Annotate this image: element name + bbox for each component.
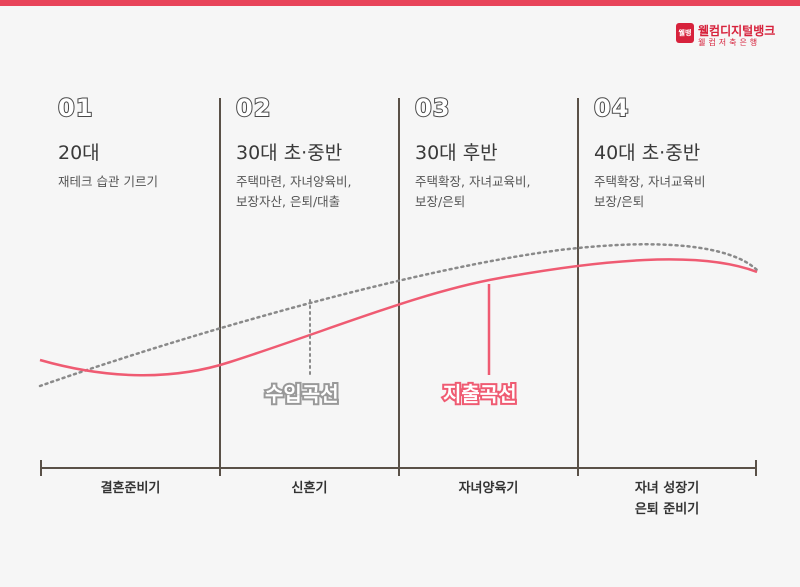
stage-2-desc: 주택마련, 자녀양육비, 보장자산, 은퇴/대출 xyxy=(236,174,352,209)
phase-1-label: 결혼준비기 xyxy=(100,481,161,496)
stage-3-desc: 주택확장, 자녀교육비, 보장/은퇴 xyxy=(415,174,531,209)
income-curve xyxy=(38,243,759,388)
brand-badge-icon: 웰뱅 xyxy=(676,23,694,43)
phase-3-label: 자녀양육기 xyxy=(458,481,519,496)
stage-1-number: 01 xyxy=(57,93,94,123)
stage-2-number: 02 xyxy=(235,93,272,123)
phase-4-label: 자녀 성장기 은퇴 준비기 xyxy=(634,481,700,517)
top-accent-bar xyxy=(0,0,800,6)
expense-curve-label: 지출곡선 xyxy=(441,380,519,408)
brand-subname: 웰컴저축은행 xyxy=(698,38,761,47)
phase-2-label: 신혼기 xyxy=(291,481,328,496)
stage-4-number: 04 xyxy=(593,93,630,123)
stage-3-title: 30대 후반 xyxy=(415,142,498,164)
brand-logo: 웰뱅 웰컴디지털뱅크 웰컴저축은행 xyxy=(676,22,788,50)
expense-curve xyxy=(39,258,758,377)
stage-2-title: 30대 초·중반 xyxy=(236,142,343,164)
stage-4-title: 40대 초·중반 xyxy=(594,142,701,164)
stage-3-number: 03 xyxy=(414,93,451,123)
income-curve-label: 수입곡선 xyxy=(263,380,341,408)
stage-1-desc: 재테크 습관 기르기 xyxy=(58,174,158,189)
stage-1-title: 20대 xyxy=(58,142,100,164)
stage-4-desc: 주택확장, 자녀교육비 보장/은퇴 xyxy=(594,174,706,209)
brand-name: 웰컴디지털뱅크 xyxy=(698,24,776,38)
